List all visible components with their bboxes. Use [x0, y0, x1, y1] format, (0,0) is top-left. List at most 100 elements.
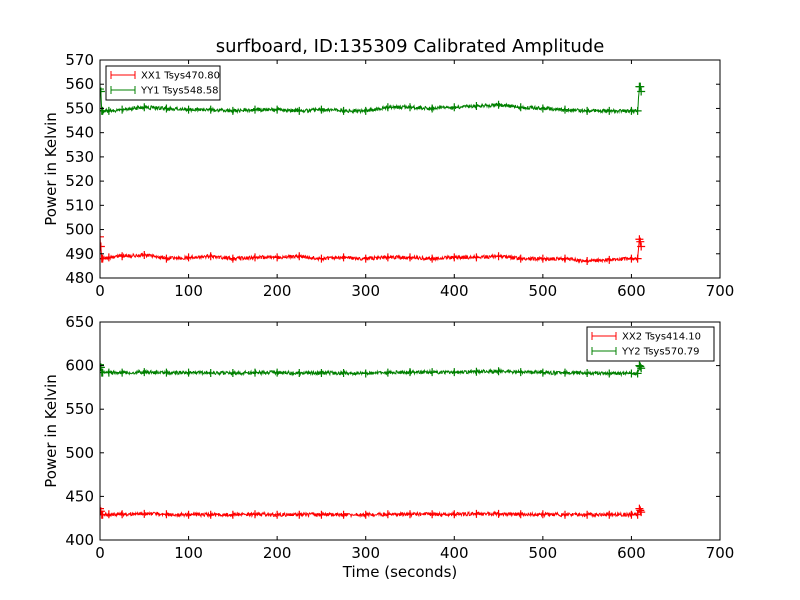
x-tick-label: 700 — [706, 282, 735, 300]
data-point — [516, 510, 525, 519]
data-point — [100, 504, 104, 513]
data-point — [339, 106, 348, 115]
legend: XX1 Tsys470.80 YY1 Tsys548.58 — [105, 65, 221, 101]
x-tick-label: 300 — [351, 544, 380, 562]
y-tick-label: 510 — [65, 196, 94, 214]
data-point — [450, 103, 459, 112]
x-tick-label: 200 — [263, 544, 292, 562]
y-tick-label: 650 — [65, 313, 94, 331]
y-tick-label: 560 — [65, 75, 94, 93]
data-point — [273, 105, 282, 114]
data-point — [162, 510, 171, 519]
data-point — [636, 506, 645, 515]
x-tick-label: 700 — [706, 544, 735, 562]
x-tick-label: 400 — [440, 282, 469, 300]
legend-marker — [591, 332, 617, 340]
data-point — [339, 253, 348, 262]
data-point — [162, 254, 171, 263]
data-point — [140, 250, 149, 259]
data-point — [228, 369, 237, 378]
y-axis-label: Power in Kelvin — [42, 112, 60, 226]
data-point — [317, 105, 326, 114]
data-point — [538, 254, 547, 263]
legend-marker — [110, 86, 136, 94]
legend-box — [105, 65, 221, 101]
data-point — [295, 369, 304, 378]
y-tick-label: 600 — [65, 357, 94, 375]
x-tick-label: 300 — [351, 282, 380, 300]
data-point — [228, 254, 237, 263]
data-point — [361, 369, 370, 378]
data-point — [605, 510, 614, 519]
data-point — [494, 509, 503, 518]
data-point — [406, 510, 414, 519]
data-point — [273, 253, 282, 262]
data-point — [637, 87, 646, 96]
data-point — [206, 369, 215, 378]
data-point — [100, 254, 107, 263]
data-point — [635, 504, 644, 513]
data-point — [561, 254, 569, 263]
series-group — [100, 82, 646, 266]
data-point — [633, 106, 642, 115]
series-markers — [100, 82, 646, 115]
data-point — [361, 254, 370, 263]
x-tick-label: 200 — [263, 282, 292, 300]
y-tick-label: 550 — [65, 99, 94, 117]
data-point — [339, 510, 348, 519]
x-tick-label: 0 — [95, 544, 105, 562]
top-plot: 0 100 200 300 400 500 600 700 480 490 500 510 520 530… — [42, 51, 734, 300]
x-tick-label: 600 — [617, 282, 646, 300]
data-point — [472, 367, 481, 376]
data-point — [605, 106, 614, 115]
data-point — [538, 368, 547, 377]
data-point — [383, 510, 392, 519]
data-point — [100, 242, 105, 251]
data-point — [251, 510, 259, 519]
axes-frame — [99, 321, 721, 541]
data-point — [494, 252, 503, 261]
data-point — [538, 510, 547, 519]
x-tick-label: 400 — [440, 544, 469, 562]
legend-marker — [110, 71, 136, 79]
data-point — [637, 364, 646, 373]
data-point — [251, 105, 259, 114]
data-point — [637, 242, 646, 251]
series-markers — [100, 504, 646, 519]
data-point — [339, 369, 348, 378]
data-point — [383, 253, 392, 262]
data-point — [605, 255, 614, 264]
series-line — [100, 364, 642, 378]
data-point — [633, 254, 642, 263]
data-point — [494, 100, 503, 109]
data-point — [104, 510, 113, 519]
data-point — [450, 253, 459, 262]
y-axis-label: Power in Kelvin — [42, 374, 60, 488]
data-point — [361, 106, 370, 115]
data-point — [636, 362, 645, 371]
data-point — [206, 252, 215, 261]
data-point — [317, 510, 326, 519]
data-point — [428, 368, 437, 377]
data-point — [383, 368, 392, 377]
series-group — [100, 360, 646, 519]
y-tick-label: 520 — [65, 172, 94, 190]
legend-marker — [591, 347, 617, 355]
y-tick-label: 500 — [65, 221, 94, 239]
data-point — [228, 106, 237, 115]
legend-box — [586, 326, 715, 362]
data-point — [104, 368, 113, 377]
data-point — [100, 507, 105, 516]
data-point — [636, 82, 645, 91]
data-point — [472, 253, 481, 262]
data-point — [383, 103, 392, 112]
data-point — [450, 368, 459, 377]
data-point — [428, 510, 437, 519]
data-point — [100, 85, 104, 94]
data-point — [317, 369, 326, 378]
series-line — [100, 82, 642, 115]
x-tick-label: 0 — [95, 282, 105, 300]
series-markers — [100, 360, 646, 378]
axes-frame — [99, 59, 721, 279]
data-point — [583, 510, 592, 519]
